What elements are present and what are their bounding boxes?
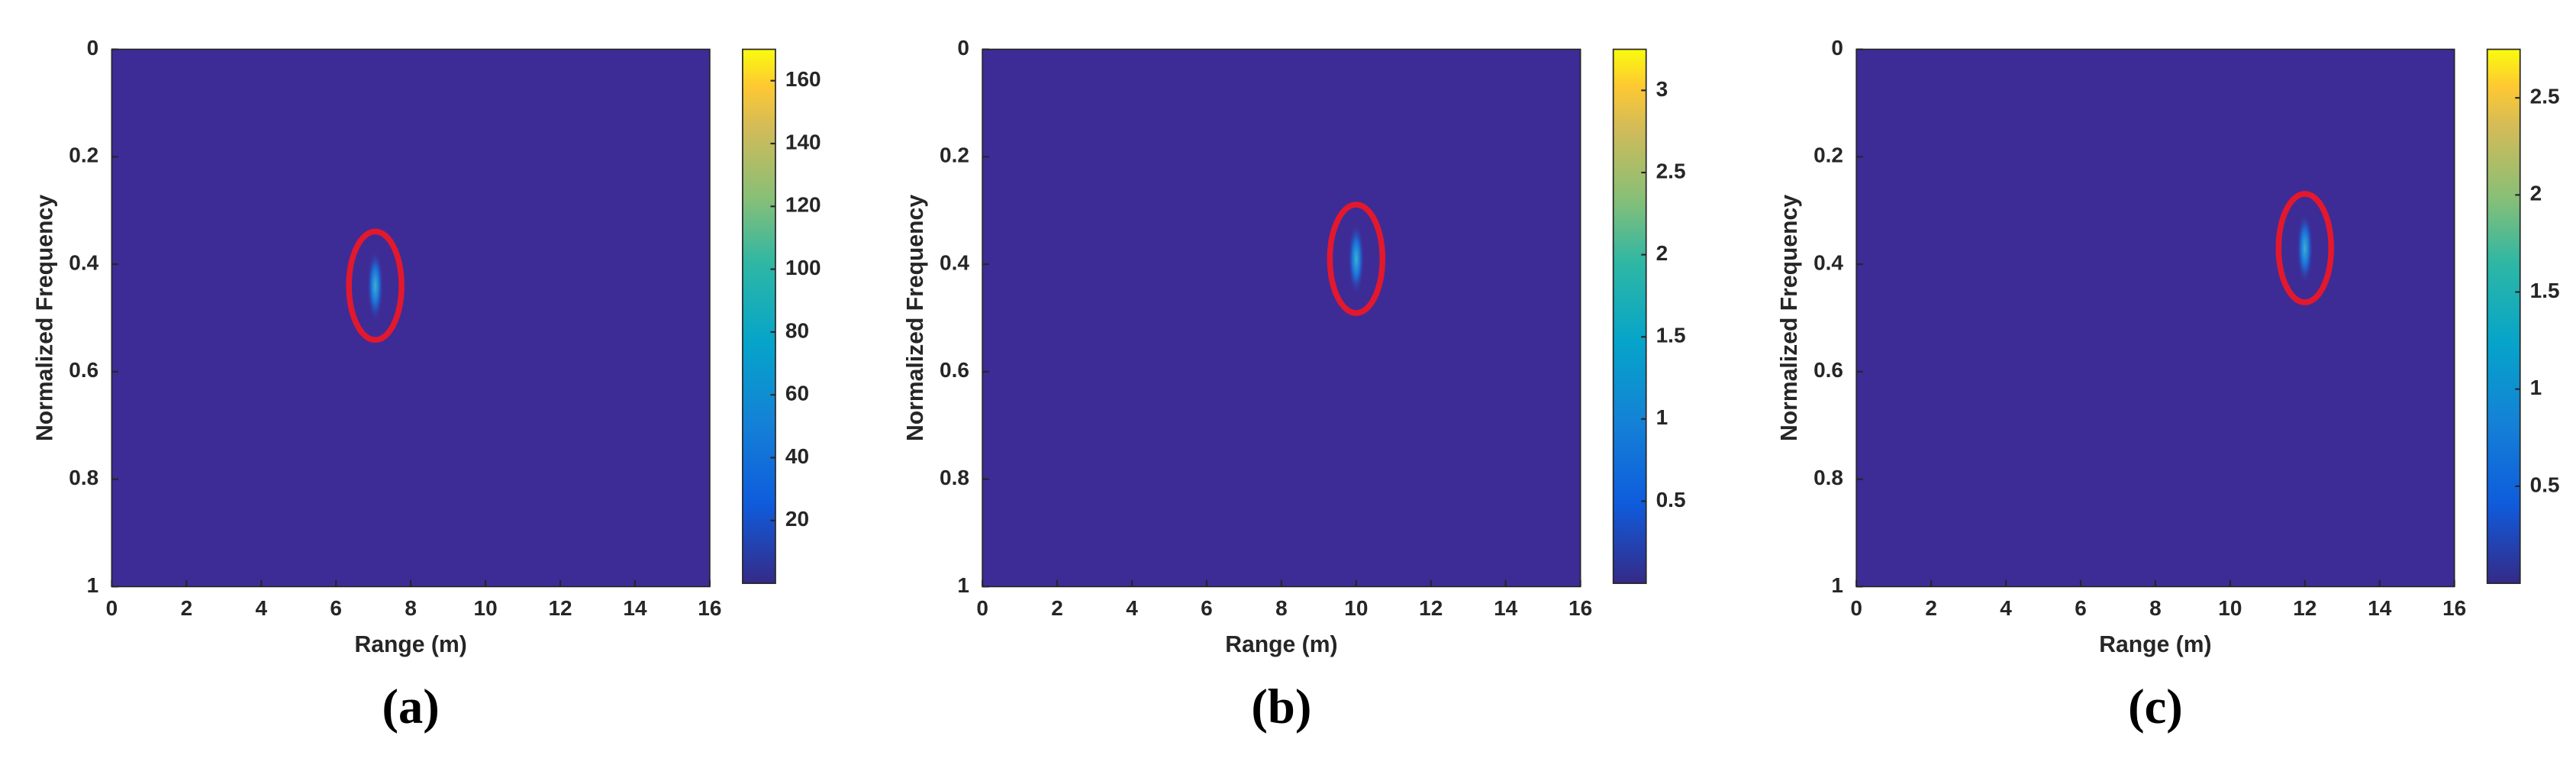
colorbar-tick-label: 40 xyxy=(785,444,809,468)
x-tick-label: 10 xyxy=(1344,596,1368,620)
x-tick-label: 14 xyxy=(623,596,647,620)
colorbar-tick-label: 160 xyxy=(785,67,821,91)
highlight-ellipse xyxy=(1327,202,1386,316)
colorbar-tick-label: 140 xyxy=(785,130,821,153)
plot-area xyxy=(111,48,711,588)
x-tick-label: 0 xyxy=(976,596,988,620)
colorbar xyxy=(2486,48,2521,584)
x-tick-label: 16 xyxy=(1568,596,1592,620)
x-tick-label: 4 xyxy=(256,596,268,620)
y-tick-label: 0.6 xyxy=(69,358,98,382)
colorbar-tick-label: 1 xyxy=(1656,405,1668,429)
x-tick-label: 14 xyxy=(1494,596,1518,620)
x-axis-label: Range (m) xyxy=(355,632,467,657)
x-tick-label: 16 xyxy=(2442,596,2466,620)
panel-label: (b) xyxy=(1251,679,1311,734)
y-tick-label: 1 xyxy=(957,573,969,597)
y-axis-label: Normalized Frequency xyxy=(1777,195,1802,441)
x-tick-label: 10 xyxy=(474,596,498,620)
y-tick-label: 0.4 xyxy=(1814,250,1843,274)
colorbar-tick-label: 1.5 xyxy=(1656,324,1686,347)
highlight-ellipse xyxy=(346,228,405,344)
plot-area xyxy=(982,48,1581,588)
x-tick-label: 12 xyxy=(1419,596,1443,620)
colorbar xyxy=(1612,48,1647,584)
x-tick-label: 8 xyxy=(2149,596,2162,620)
y-tick-label: 0.2 xyxy=(940,144,969,167)
y-tick-label: 0.2 xyxy=(69,144,98,167)
y-tick-label: 0 xyxy=(957,36,969,60)
x-tick-label: 16 xyxy=(698,596,721,620)
x-axis-label: Range (m) xyxy=(1225,632,1337,657)
panel-label: (c) xyxy=(2128,679,2183,734)
x-axis-label: Range (m) xyxy=(2099,632,2211,657)
x-tick-label: 6 xyxy=(2075,596,2087,620)
highlight-ellipse xyxy=(2275,191,2334,305)
colorbar-tick-label: 0.5 xyxy=(1656,488,1686,511)
y-tick-label: 0.4 xyxy=(69,250,98,274)
x-tick-label: 12 xyxy=(548,596,572,620)
colorbar-tick-label: 3 xyxy=(1656,77,1668,101)
x-tick-label: 4 xyxy=(2000,596,2012,620)
x-tick-label: 2 xyxy=(181,596,193,620)
colorbar xyxy=(742,48,776,584)
y-tick-label: 1 xyxy=(87,573,99,597)
peak xyxy=(1348,222,1365,295)
colorbar-tick-label: 2.5 xyxy=(2530,85,2560,108)
x-tick-label: 0 xyxy=(1850,596,1862,620)
peak xyxy=(366,249,384,322)
y-tick-label: 0.8 xyxy=(1814,466,1843,489)
colorbar-tick-label: 120 xyxy=(785,193,821,217)
colorbar-tick-label: 2 xyxy=(2530,182,2542,205)
x-tick-label: 12 xyxy=(2293,596,2316,620)
y-tick-label: 0 xyxy=(1831,36,1843,60)
y-tick-label: 0.8 xyxy=(940,466,969,489)
y-tick-label: 0.6 xyxy=(940,358,969,382)
x-tick-label: 6 xyxy=(1201,596,1213,620)
y-tick-label: 0.6 xyxy=(1814,358,1843,382)
panel-label: (a) xyxy=(382,679,440,734)
x-tick-label: 4 xyxy=(1126,596,1138,620)
y-tick-label: 0.8 xyxy=(69,466,98,489)
x-tick-label: 10 xyxy=(2218,596,2242,620)
x-tick-label: 6 xyxy=(330,596,342,620)
plot-area xyxy=(1855,48,2455,588)
x-tick-label: 14 xyxy=(2368,596,2392,620)
colorbar-tick-label: 1 xyxy=(2530,376,2542,399)
colorbar-tick-label: 60 xyxy=(785,382,809,405)
x-tick-label: 8 xyxy=(1275,596,1288,620)
x-tick-label: 2 xyxy=(1051,596,1063,620)
colorbar-tick-label: 1.5 xyxy=(2530,279,2560,302)
colorbar-tick-label: 2 xyxy=(1656,241,1668,265)
y-axis-label: Normalized Frequency xyxy=(32,195,57,441)
peak xyxy=(2297,211,2313,285)
x-tick-label: 0 xyxy=(106,596,118,620)
x-tick-label: 2 xyxy=(1925,596,1937,620)
y-tick-label: 0 xyxy=(87,36,99,60)
colorbar-tick-label: 100 xyxy=(785,256,821,279)
y-tick-label: 1 xyxy=(1831,573,1843,597)
y-tick-label: 0.4 xyxy=(940,250,969,274)
colorbar-tick-label: 0.5 xyxy=(2530,473,2560,496)
y-axis-label: Normalized Frequency xyxy=(903,195,928,441)
colorbar-tick-label: 2.5 xyxy=(1656,159,1686,182)
colorbar-tick-label: 20 xyxy=(785,507,809,531)
x-tick-label: 8 xyxy=(405,596,417,620)
y-tick-label: 0.2 xyxy=(1814,144,1843,167)
colorbar-tick-label: 80 xyxy=(785,318,809,342)
